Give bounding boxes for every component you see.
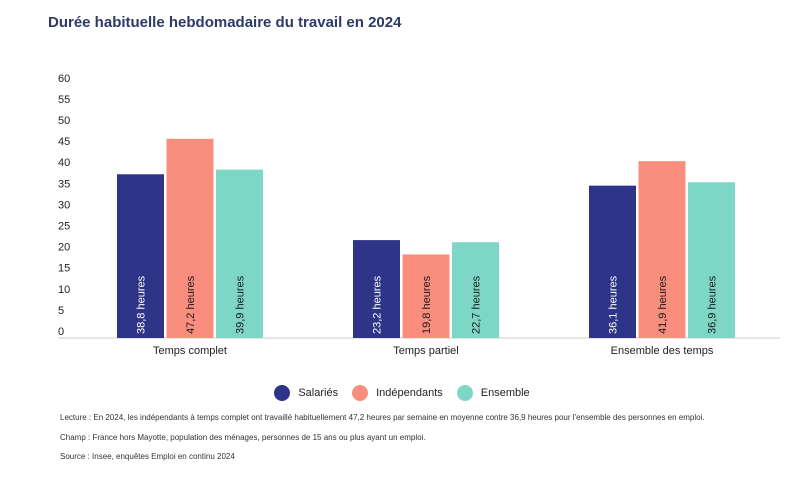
chart-title: Durée habituelle hebdomadaire du travail… (48, 14, 402, 31)
bar-salaries-0 (117, 174, 164, 338)
y-tick-label: 20 (58, 242, 70, 254)
bar-independants-0 (166, 138, 214, 338)
y-tick-label: 50 (58, 115, 70, 127)
y-tick-label: 40 (58, 157, 70, 169)
note-lecture: Lecture : En 2024, les indépendants à te… (60, 413, 705, 422)
note-champ: Champ : France hors Mayotte, population … (60, 433, 426, 442)
bar-label-salaries-1: 23,2 heures (372, 275, 384, 334)
bar-label-independants-1: 19,8 heures (421, 275, 433, 334)
chart-legend: Salariés Indépendants Ensemble (0, 385, 804, 401)
bar-label-ensemble-1: 22,7 heures (471, 275, 483, 334)
x-category-label: Ensemble des temps (611, 345, 714, 357)
legend-item-ensemble[interactable]: Ensemble (456, 385, 530, 401)
bar-salaries-1 (353, 240, 400, 338)
bar-label-salaries-0: 38,8 heures (136, 275, 148, 334)
bar-label-salaries-2: 36,1 heures (608, 275, 620, 334)
y-tick-label: 0 (58, 326, 64, 338)
legend-item-independants[interactable]: Indépendants (352, 385, 443, 401)
y-tick-label: 60 (58, 73, 70, 85)
x-category-label: Temps complet (153, 345, 227, 357)
bar-ensemble-2 (688, 182, 735, 338)
y-tick-label: 30 (58, 199, 70, 211)
legend-swatch-ensemble (456, 385, 473, 401)
bar-chart: 0 5 10 15 20 25 30 35 40 45 50 55 60 38,8 heures 47,2 … (58, 73, 780, 357)
bar-label-ensemble-2: 36,9 heures (707, 275, 719, 334)
bar-label-independants-2: 41,9 heures (657, 275, 669, 334)
x-category-label: Temps partiel (393, 345, 458, 357)
bar-label-independants-0: 47,2 heures (185, 275, 197, 334)
legend-item-salaries[interactable]: Salariés (274, 385, 338, 401)
y-tick-label: 10 (58, 284, 70, 296)
legend-swatch-independants (352, 385, 369, 401)
y-tick-label: 5 (58, 305, 64, 317)
note-source: Source : Insee, enquêtes Emploi en conti… (60, 452, 235, 461)
legend-swatch-salaries (274, 385, 291, 401)
y-tick-label: 45 (58, 136, 70, 148)
y-tick-label: 25 (58, 221, 70, 233)
y-tick-label: 55 (58, 94, 70, 106)
bar-label-ensemble-0: 39,9 heures (235, 275, 247, 334)
bar-ensemble-1 (452, 242, 499, 338)
bar-salaries-2 (589, 185, 636, 338)
y-tick-label: 35 (58, 178, 70, 190)
legend-label-ensemble: Ensemble (480, 387, 530, 399)
legend-label-independants: Indépendants (376, 387, 443, 399)
legend-label-salaries: Salariés (298, 387, 339, 399)
y-tick-label: 15 (58, 263, 70, 275)
bar-independants-1 (402, 254, 450, 338)
bar-ensemble-0 (216, 169, 263, 338)
bar-independants-2 (638, 161, 686, 338)
